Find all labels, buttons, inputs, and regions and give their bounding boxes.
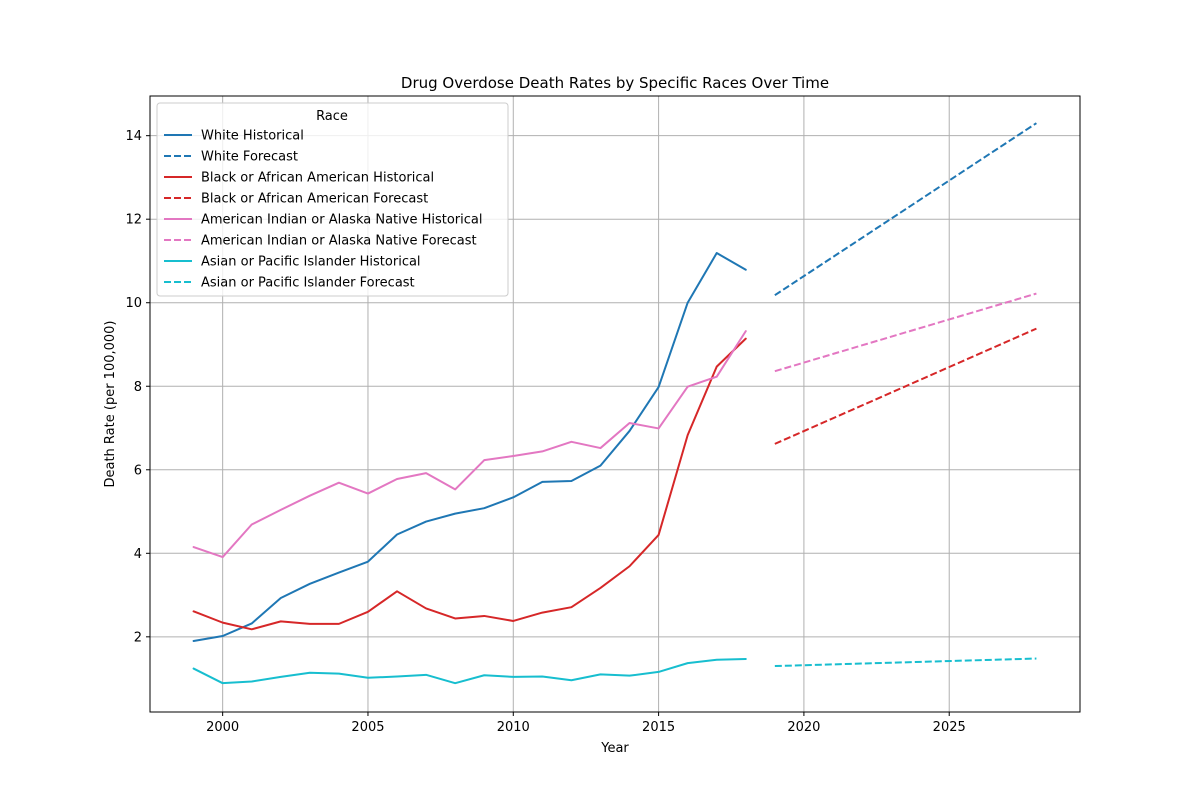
legend-box (156, 102, 509, 297)
x-axis-label: Year (600, 741, 629, 756)
legend-items: White Historical White Forecast Black or A… (164, 129, 482, 291)
series-line-american-indian-or-alaska-native-forecast (774, 292, 1037, 373)
chart-title: Drug Overdose Death Rates by Specific Ra… (401, 74, 829, 92)
y-tick-label: 14 (125, 129, 142, 144)
legend-label-american-indian-or-alaska-native-historical: American Indian or Alaska Native Histori… (201, 213, 482, 228)
legend-label-white-historical: White Historical (201, 129, 304, 144)
y-tick-label: 12 (125, 213, 142, 228)
series-line-asian-or-pacific-islander-historical (192, 657, 747, 685)
legend-title: Race (316, 109, 348, 124)
x-tick-label: 2005 (351, 720, 384, 735)
y-tick-label: 2 (134, 630, 142, 645)
series-line-black-or-african-american-forecast (774, 327, 1037, 445)
x-tick-label: 2000 (206, 720, 239, 735)
series-line-asian-or-pacific-islander-forecast (774, 657, 1037, 668)
y-tick-label: 6 (134, 463, 142, 478)
series-line-white-forecast (774, 122, 1037, 297)
legend-label-asian-or-pacific-islander-historical: Asian or Pacific Islander Historical (201, 255, 421, 270)
axis-ticks: 2000 2005 2010 2015 2020 2025 2 4 6 8 10 12 14 (125, 129, 965, 735)
y-tick-label: 8 (134, 380, 142, 395)
y-axis-label: Death Rate (per 100,000) (103, 320, 118, 487)
axes-frame (149, 95, 1081, 713)
series-line-black-or-african-american-historical (192, 337, 747, 631)
x-tick-label: 2020 (787, 720, 820, 735)
legend: Race White Historical White Forecast Black… (156, 102, 509, 297)
x-tick-label: 2015 (642, 720, 675, 735)
legend-label-black-or-african-american-historical: Black or African American Historical (201, 171, 434, 186)
y-tick-label: 4 (134, 547, 142, 562)
series-line-american-indian-or-alaska-native-historical (192, 330, 747, 559)
legend-label-white-forecast: White Forecast (201, 150, 298, 165)
legend-label-american-indian-or-alaska-native-forecast: American Indian or Alaska Native Forecas… (201, 234, 477, 249)
grid-lines (150, 96, 1080, 712)
series-line-white-historical (192, 252, 747, 642)
y-tick-label: 10 (125, 296, 142, 311)
x-tick-label: 2025 (933, 720, 966, 735)
legend-label-asian-or-pacific-islander-forecast: Asian or Pacific Islander Forecast (201, 276, 415, 291)
series-lines (192, 122, 1037, 685)
legend-label-black-or-african-american-forecast: Black or African American Forecast (201, 192, 428, 207)
x-tick-label: 2010 (497, 720, 530, 735)
